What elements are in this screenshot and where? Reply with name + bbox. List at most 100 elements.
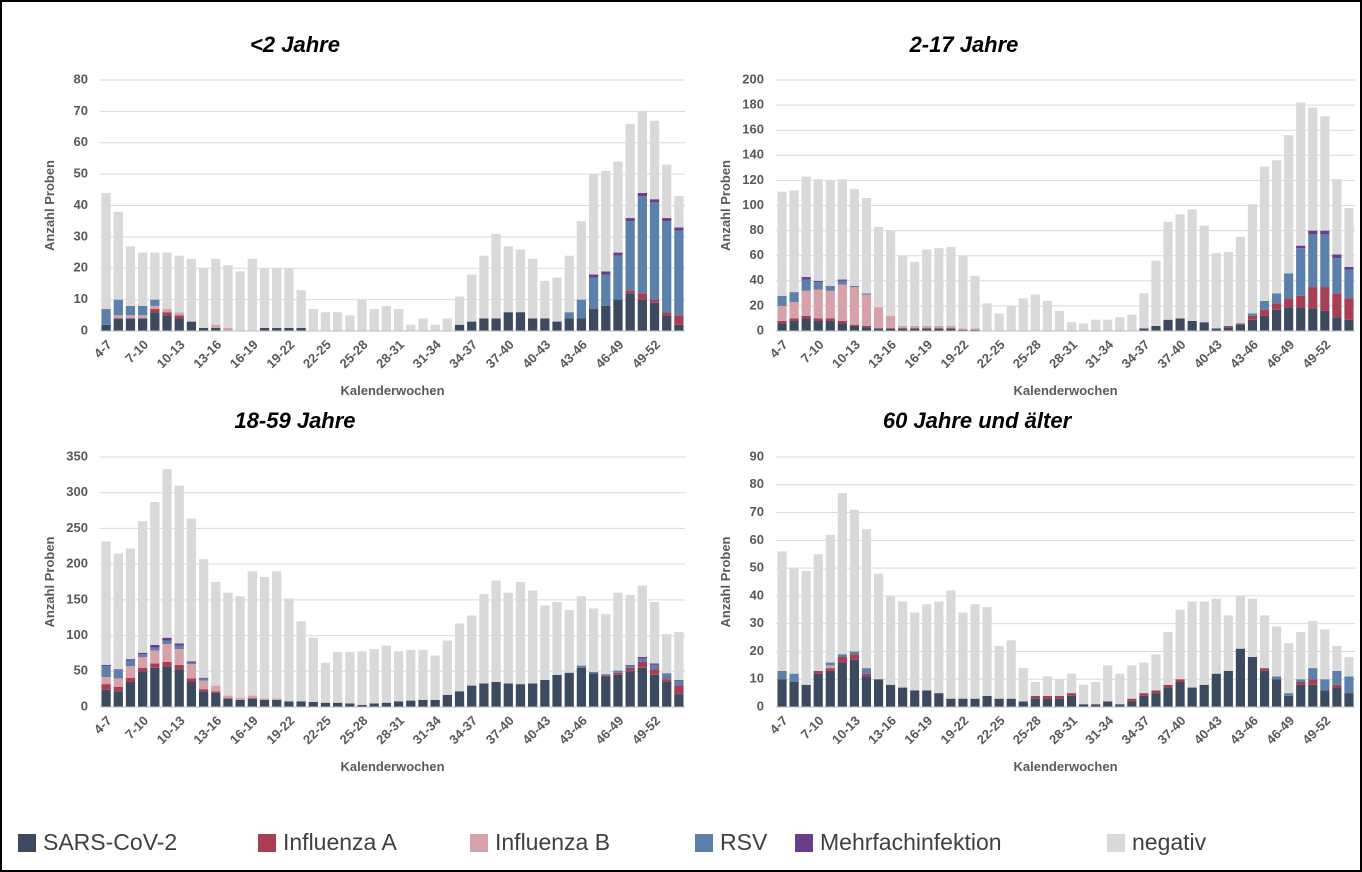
bar-segment <box>1332 317 1342 331</box>
bar-segment <box>789 302 799 319</box>
bar-segment <box>1127 698 1137 702</box>
bar-segment <box>1320 287 1330 311</box>
bar-segment <box>540 318 550 331</box>
y-axis-title: Anzahl Proben <box>718 160 733 251</box>
bar-segment <box>320 662 331 703</box>
bar-segment <box>564 255 574 313</box>
bar-segment <box>1054 695 1065 699</box>
bar-segment <box>138 318 148 331</box>
y-tick-label: 80 <box>750 222 764 237</box>
bar-segment <box>284 598 294 702</box>
y-tick-label: 0 <box>757 698 764 713</box>
y-axis-title: Anzahl Proben <box>42 160 57 251</box>
bar-segment <box>662 634 672 674</box>
bar-segment <box>430 699 440 707</box>
bar-segment <box>777 323 787 331</box>
bar-segment <box>958 698 968 707</box>
bar-segment <box>564 318 574 331</box>
bar-segment <box>381 305 392 331</box>
bar-segment <box>186 664 197 679</box>
bar-segment <box>1247 315 1258 320</box>
bar-segment <box>994 645 1004 699</box>
legend-label: Mehrfachinfektion <box>820 829 1002 855</box>
y-tick-label: 0 <box>81 698 88 713</box>
bar-segment <box>801 570 811 685</box>
bar-segment <box>1344 266 1354 270</box>
bar-segment <box>1296 102 1306 246</box>
bar-segment <box>186 321 197 331</box>
bar-segment <box>272 698 282 700</box>
bar-segment <box>801 318 811 331</box>
bar-segment <box>223 327 233 331</box>
bar-segment <box>125 659 136 661</box>
bar-segment <box>1139 662 1149 694</box>
bar-segment <box>162 312 172 316</box>
bar-segment <box>873 226 884 308</box>
bar-segment <box>515 312 526 331</box>
chart-title: 60 Jahre und älter <box>883 408 1073 433</box>
bar-segment <box>1308 668 1318 680</box>
y-tick-label: 30 <box>74 228 88 243</box>
bar-segment <box>1320 116 1330 231</box>
bar-segment <box>1211 253 1221 329</box>
bar-segment <box>1066 322 1077 331</box>
bar-segment <box>898 601 908 688</box>
bar-segment <box>674 227 684 231</box>
bar-segment <box>886 328 896 331</box>
y-axis-title: Anzahl Proben <box>42 536 57 627</box>
bar-segment <box>1079 704 1089 707</box>
bar-segment <box>357 651 367 705</box>
bar-segment <box>198 678 209 681</box>
bar-segment <box>1054 679 1065 696</box>
bar-segment <box>1247 319 1258 331</box>
bar-segment <box>186 678 197 682</box>
bar-segment <box>637 111 647 193</box>
bar-segment <box>837 654 847 657</box>
bar-segment <box>138 657 148 668</box>
bar-segment <box>613 255 623 300</box>
bar-segment <box>873 573 884 680</box>
bar-segment <box>1018 298 1028 331</box>
bar-segment <box>113 299 123 316</box>
bar-segment <box>982 607 992 696</box>
bar-segment <box>515 684 526 707</box>
bar-segment <box>1151 654 1161 691</box>
bar-segment <box>588 277 599 310</box>
bar-segment <box>970 328 980 330</box>
bar-segment <box>1199 225 1209 323</box>
bar-segment <box>837 657 847 663</box>
bar-segment <box>970 698 980 707</box>
bar-segment <box>564 672 574 707</box>
bar-segment <box>649 299 660 303</box>
bar-segment <box>958 255 968 329</box>
bar-segment <box>801 315 811 319</box>
bar-segment <box>528 683 538 707</box>
bar-segment <box>576 596 587 666</box>
bar-segment <box>837 662 847 707</box>
bar-segment <box>467 274 477 322</box>
bar-segment <box>1042 676 1052 696</box>
bar-segment <box>113 553 123 670</box>
bar-segment <box>150 502 160 645</box>
bar-segment <box>320 702 331 707</box>
bar-segment <box>674 196 684 228</box>
bar-segment <box>125 682 136 707</box>
bar-segment <box>272 571 282 699</box>
bar-segment <box>873 328 884 331</box>
bar-segment <box>922 604 932 691</box>
bar-segment <box>1284 693 1294 696</box>
y-tick-label: 50 <box>750 560 764 575</box>
bar-segment <box>259 699 270 707</box>
bar-segment <box>1284 307 1294 331</box>
bar-segment <box>406 700 416 707</box>
bar-segment <box>613 252 623 256</box>
bar-segment <box>467 615 477 686</box>
bar-segment <box>613 674 623 707</box>
legend-label: Influenza B <box>495 829 610 855</box>
bar-segment <box>150 650 160 664</box>
bar-segment <box>1187 687 1197 707</box>
bar-segment <box>1247 657 1258 707</box>
bar-segment <box>1235 595 1245 649</box>
bar-segment <box>613 670 623 673</box>
bar-segment <box>625 293 635 331</box>
